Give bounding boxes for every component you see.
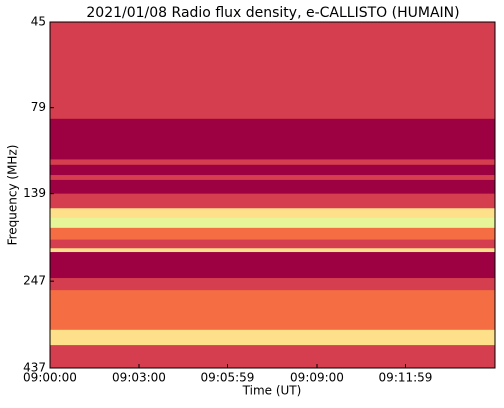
spectrogram-band bbox=[50, 354, 495, 369]
spectrogram-band bbox=[50, 175, 495, 181]
spectrogram-band bbox=[50, 252, 495, 279]
x-tick-label: 09:11:59 bbox=[379, 371, 433, 385]
spectrogram-band bbox=[50, 227, 495, 241]
x-tick-label: 09:03:00 bbox=[112, 371, 166, 385]
y-tick-label: 247 bbox=[23, 274, 46, 288]
spectrogram-band bbox=[50, 248, 495, 253]
x-tick-label: 09:09:00 bbox=[290, 371, 344, 385]
x-tick-label: 09:05:59 bbox=[201, 371, 255, 385]
spectrogram-band bbox=[50, 290, 495, 331]
spectrogram-band bbox=[50, 208, 495, 219]
spectrogram-band bbox=[50, 107, 495, 120]
spectrogram-band bbox=[50, 217, 495, 229]
y-tick-label: 79 bbox=[31, 100, 46, 114]
y-tick-label: 437 bbox=[23, 361, 46, 375]
y-tick-label: 139 bbox=[23, 186, 46, 200]
spectrogram-band bbox=[50, 164, 495, 176]
spectrogram-band bbox=[50, 159, 495, 166]
plot-frame bbox=[49, 21, 496, 369]
spectrogram-band bbox=[50, 179, 495, 195]
spectrogram-band bbox=[50, 329, 495, 346]
spectrogram-band bbox=[50, 193, 495, 209]
y-axis-label: Frequency (MHz) bbox=[6, 145, 20, 246]
x-axis-label: Time (UT) bbox=[242, 384, 302, 398]
x-tick-label: 09:00:00 bbox=[23, 371, 77, 385]
spectrogram-band bbox=[50, 278, 495, 291]
spectrogram-band bbox=[50, 345, 495, 356]
spectrogram-band bbox=[50, 118, 495, 160]
chart-title: 2021/01/08 Radio flux density, e-CALLIST… bbox=[86, 5, 459, 21]
spectrogram-band bbox=[50, 239, 495, 249]
spectrogram-band bbox=[50, 22, 495, 109]
y-tick-label: 45 bbox=[31, 15, 46, 29]
